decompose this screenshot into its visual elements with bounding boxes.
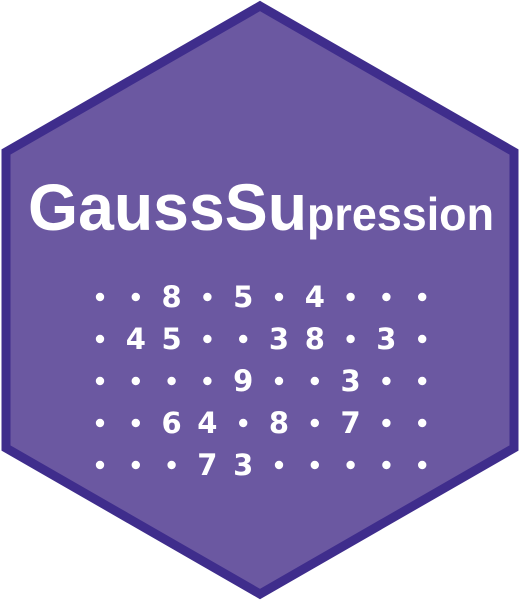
grid-dot bbox=[96, 419, 104, 427]
grid-digit: 3 bbox=[269, 322, 289, 356]
grid-dot bbox=[346, 293, 354, 301]
grid-dot bbox=[346, 461, 354, 469]
grid-dot bbox=[239, 335, 247, 343]
grid-dot bbox=[96, 335, 104, 343]
grid-digit: 5 bbox=[233, 280, 253, 314]
grid-dot bbox=[132, 377, 140, 385]
grid-dot bbox=[132, 461, 140, 469]
title-part-su: Su bbox=[225, 170, 307, 244]
grid-dot bbox=[418, 377, 426, 385]
grid-dot bbox=[275, 377, 283, 385]
grid-digit: 7 bbox=[341, 406, 361, 440]
grid-digit: 3 bbox=[233, 448, 253, 482]
grid-dot bbox=[132, 419, 140, 427]
grid-dot bbox=[167, 461, 175, 469]
grid-dot bbox=[311, 377, 319, 385]
grid-dot bbox=[418, 293, 426, 301]
grid-dot bbox=[382, 419, 390, 427]
grid-dot bbox=[275, 461, 283, 469]
grid-digit: 9 bbox=[233, 364, 253, 398]
grid-digit: 6 bbox=[162, 406, 182, 440]
grid-dot bbox=[167, 377, 175, 385]
grid-dot bbox=[96, 377, 104, 385]
grid-digit: 3 bbox=[341, 364, 361, 398]
grid-dot bbox=[418, 461, 426, 469]
grid-dot bbox=[418, 419, 426, 427]
grid-dot bbox=[96, 461, 104, 469]
grid-dot bbox=[203, 335, 211, 343]
grid-digit: 7 bbox=[197, 448, 217, 482]
grid-dot bbox=[346, 335, 354, 343]
title-part-pression: pression bbox=[307, 188, 494, 240]
grid-dot bbox=[96, 293, 104, 301]
grid-digit: 8 bbox=[269, 406, 289, 440]
grid-dot bbox=[203, 293, 211, 301]
grid-digit: 4 bbox=[305, 280, 325, 314]
grid-dot bbox=[382, 461, 390, 469]
grid-dot bbox=[132, 293, 140, 301]
grid-dot bbox=[311, 461, 319, 469]
grid-dot bbox=[275, 293, 283, 301]
grid-dot bbox=[382, 293, 390, 301]
grid-dot bbox=[203, 377, 211, 385]
grid-dot bbox=[418, 335, 426, 343]
grid-dot bbox=[382, 377, 390, 385]
grid-digit: 3 bbox=[376, 322, 396, 356]
grid-digit: 4 bbox=[197, 406, 217, 440]
grid-dot bbox=[239, 419, 247, 427]
grid-digit: 5 bbox=[162, 322, 182, 356]
hexagon-badge bbox=[6, 6, 514, 594]
grid-digit: 8 bbox=[162, 280, 182, 314]
grid-digit: 4 bbox=[126, 322, 146, 356]
grid-digit: 8 bbox=[305, 322, 325, 356]
title-part-gauss: Gauss bbox=[28, 170, 225, 244]
grid-dot bbox=[311, 419, 319, 427]
